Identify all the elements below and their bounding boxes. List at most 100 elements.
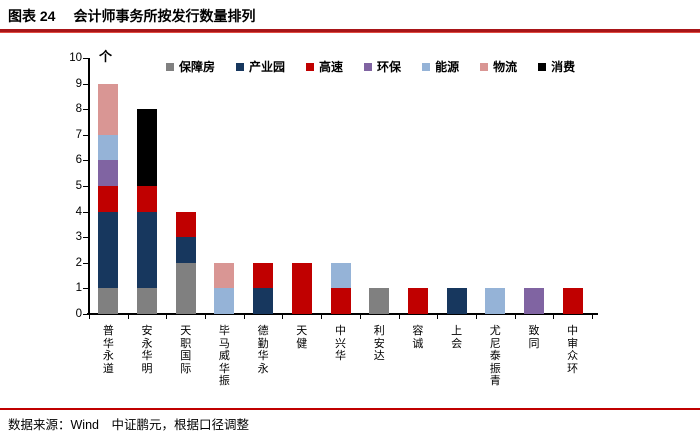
legend-swatch-icon <box>306 62 315 71</box>
x-axis-tick <box>127 315 129 319</box>
x-axis-category-label: 尤尼泰振青 <box>489 325 501 387</box>
x-axis-tick <box>553 315 555 319</box>
bar-segment-保障房 <box>369 288 390 314</box>
x-axis-category-label: 毕马威华振 <box>218 325 230 387</box>
y-axis-tick <box>83 134 88 136</box>
y-axis-tick-label: 7 <box>75 128 82 141</box>
legend-item: 保障房 <box>166 58 215 75</box>
x-axis-category-label: 上会 <box>451 325 463 350</box>
bar-segment-产业园 <box>175 237 196 263</box>
y-axis-tick <box>83 314 88 315</box>
bar-segment-高速 <box>407 288 428 314</box>
legend-label: 保障房 <box>179 60 216 74</box>
x-axis-tick <box>205 315 207 319</box>
x-axis-category-label: 安永华明 <box>141 325 153 375</box>
bar-segment-保障房 <box>98 288 119 314</box>
y-axis-tick-label: 0 <box>75 308 82 320</box>
y-axis-tick-label: 10 <box>69 52 82 64</box>
x-axis-tick <box>321 315 323 319</box>
legend-label: 环保 <box>377 60 402 74</box>
y-axis-tick <box>83 186 88 187</box>
y-axis-tick <box>83 109 88 111</box>
bar-segment-产业园 <box>446 288 467 314</box>
bar-segment-环保 <box>98 160 119 186</box>
legend-item: 高速 <box>306 58 343 75</box>
bar-segment-高速 <box>562 288 583 314</box>
bar-segment-产业园 <box>253 288 274 314</box>
bar-segment-产业园 <box>98 211 119 289</box>
x-axis-tick <box>282 315 284 319</box>
legend-swatch-icon <box>364 62 373 71</box>
legend-item: 能源 <box>422 58 459 75</box>
y-axis-tick <box>83 237 88 239</box>
legend-label: 能源 <box>435 60 460 74</box>
legend-swatch-icon <box>236 62 245 71</box>
legend-label: 高速 <box>319 60 344 74</box>
y-axis-tick <box>83 288 88 290</box>
bar-segment-消费 <box>137 109 158 186</box>
y-axis <box>88 58 90 314</box>
bar-segment-物流 <box>98 83 119 135</box>
bar-segment-保障房 <box>137 288 158 314</box>
figure-number-label: 图表 24 <box>8 8 56 24</box>
legend-label: 消费 <box>551 60 576 74</box>
bar-segment-能源 <box>214 288 235 314</box>
y-axis-tick-label: 6 <box>75 154 82 167</box>
bar-segment-高速 <box>253 262 274 289</box>
x-axis-category-label: 天职国际 <box>180 325 192 375</box>
y-axis-unit-label: 个 <box>99 49 113 64</box>
bar-segment-产业园 <box>137 211 158 289</box>
y-axis-tick-label: 1 <box>75 282 82 295</box>
chart-legend: 保障房 产业园 高速 环保 能源 物流 消费 <box>166 58 575 75</box>
bar-segment-环保 <box>523 288 544 314</box>
legend-swatch-icon <box>480 62 489 71</box>
bar-segment-物流 <box>214 262 235 289</box>
x-axis-category-label: 德勤华永 <box>257 325 269 375</box>
y-axis-tick <box>83 83 88 85</box>
legend-item: 物流 <box>480 58 517 75</box>
x-axis-category-label: 天健 <box>296 325 308 350</box>
bar-segment-高速 <box>98 186 119 212</box>
figure-title: 会计师事务所按发行数量排列 <box>73 8 256 24</box>
y-axis-tick <box>83 262 88 264</box>
legend-label: 产业园 <box>249 60 286 74</box>
x-axis-category-label: 致同 <box>528 325 540 350</box>
figure-header: 图表 24 会计师事务所按发行数量排列 <box>8 6 255 26</box>
x-axis-category-label: 普华永道 <box>102 325 114 375</box>
y-axis-tick <box>83 58 88 59</box>
legend-label: 物流 <box>493 60 518 74</box>
legend-swatch-icon <box>166 62 174 71</box>
y-axis-tick-label: 8 <box>75 103 82 116</box>
x-axis-tick <box>475 315 477 319</box>
y-axis-tick-label: 5 <box>75 180 82 192</box>
legend-item: 消费 <box>538 58 575 75</box>
x-axis-tick <box>592 315 593 319</box>
bar-segment-能源 <box>330 262 351 289</box>
x-axis-tick <box>243 315 245 319</box>
y-axis-tick <box>83 160 88 162</box>
x-axis-tick <box>514 315 516 319</box>
header-rule-thin <box>0 32 700 33</box>
legend-swatch-icon <box>422 62 431 71</box>
footer-rule <box>0 408 700 410</box>
source-note: 数据来源：Wind 中证鹏元，根据口径调整 <box>8 418 249 432</box>
y-axis-tick-label: 9 <box>75 77 82 90</box>
bar-segment-高速 <box>137 186 158 212</box>
header-rule-thick <box>0 29 700 32</box>
legend-item: 产业园 <box>236 58 285 75</box>
x-axis-tick <box>166 315 168 319</box>
bar-segment-能源 <box>98 134 119 161</box>
x-axis-category-label: 中审众环 <box>567 325 579 375</box>
bar-segment-保障房 <box>175 262 196 314</box>
x-axis <box>87 313 598 315</box>
legend-swatch-icon <box>538 62 547 71</box>
x-axis-category-label: 中兴华 <box>335 325 346 362</box>
x-axis-tick <box>398 315 400 319</box>
bar-segment-高速 <box>291 262 312 314</box>
bar-segment-高速 <box>175 211 196 238</box>
bar-segment-高速 <box>330 288 351 314</box>
y-axis-tick-label: 4 <box>75 205 82 218</box>
x-axis-tick <box>359 315 361 319</box>
x-axis-tick <box>89 315 90 319</box>
